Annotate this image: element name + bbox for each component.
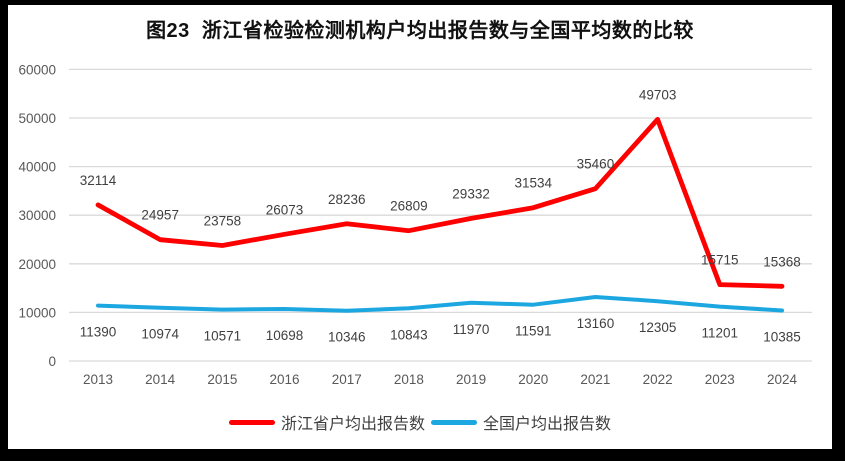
x-axis-tick-label: 2022 [643,372,673,387]
data-label: 35460 [577,157,615,172]
data-label: 10698 [266,328,304,343]
y-axis-tick-label: 30000 [18,208,56,223]
data-label: 11591 [515,324,552,339]
data-label: 11390 [80,325,117,340]
x-axis-tick-label: 2021 [580,372,610,387]
data-label: 11201 [702,326,739,341]
data-label: 13160 [577,316,615,331]
x-axis-tick-label: 2014 [145,372,176,387]
y-axis-tick-label: 20000 [18,257,56,272]
series-line-1 [96,295,784,313]
data-label: 11970 [453,322,490,337]
x-axis-tick-label: 2024 [767,372,798,387]
data-label: 24957 [141,208,179,223]
legend-label-national: 全国户均出报告数 [483,416,612,433]
data-label: 10974 [141,327,179,342]
data-label: 10385 [763,330,801,345]
x-axis-tick-label: 2016 [270,372,300,387]
legend-label-zhejiang: 浙江省户均出报告数 [280,416,425,433]
chart-panel: 图23 浙江省检验检测机构户均出报告数与全国平均数的比较 0 10000 20000… [8,5,832,449]
x-axis-tick-label: 2018 [394,372,424,387]
chart-title: 图23 浙江省检验检测机构户均出报告数与全国平均数的比较 [146,20,694,42]
data-label: 10346 [328,330,366,345]
y-axis-tick-label: 60000 [18,62,56,77]
y-axis-tick-label: 40000 [18,160,56,175]
series-line-0 [95,117,785,289]
data-label: 31534 [514,176,552,191]
y-axis-tick-label: 50000 [18,111,56,126]
legend-item-zhejiang: 浙江省户均出报告数 [228,410,425,434]
x-axis-tick-label: 2019 [456,372,486,387]
data-label: 26809 [390,199,428,214]
data-label: 23758 [204,214,242,229]
national-series-line-swatch [431,419,477,425]
data-label: 28236 [328,192,366,207]
x-axis-tick-label: 2015 [207,372,237,387]
data-label: 29332 [452,186,490,201]
legend-item-national: 全国户均出报告数 [431,410,611,434]
data-label: 15368 [763,254,801,269]
data-label: 32114 [80,173,117,188]
x-axis-tick-label: 2013 [83,372,113,387]
x-axis-tick-label: 2020 [518,372,548,387]
data-label: 10571 [204,329,242,344]
data-label: 10843 [390,327,428,342]
data-label: 15715 [701,253,739,268]
legend: 浙江省户均出报告数 全国户均出报告数 [8,410,832,434]
y-axis-tick-label: 0 [48,354,56,369]
zhejiang-series-line-swatch [228,419,275,425]
line-chart: 0 10000 20000 30000 40000 50000 60000 2013 2014 2… [18,62,812,387]
x-axis-tick-label: 2017 [332,372,362,387]
data-label: 49703 [639,87,677,102]
x-axis-tick-label: 2023 [705,372,735,387]
data-label: 12305 [639,320,677,335]
y-axis-tick-label: 10000 [18,305,56,320]
data-label: 26073 [266,202,304,217]
